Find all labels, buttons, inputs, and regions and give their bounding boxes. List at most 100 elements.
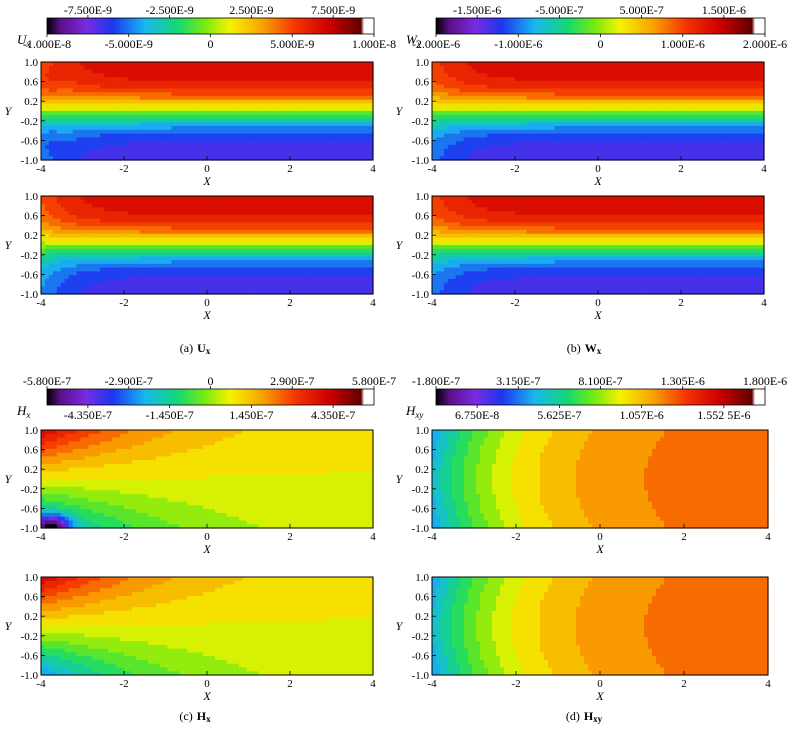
- field-cell: [365, 119, 370, 123]
- field-cell: [116, 96, 121, 100]
- field-cell: [96, 81, 101, 85]
- field-cell: [341, 145, 346, 149]
- field-cell: [108, 88, 113, 92]
- field-cell: [156, 100, 161, 104]
- field-cell: [116, 219, 121, 223]
- field-cell: [164, 137, 169, 141]
- field-cell: [65, 196, 70, 200]
- field-cell: [294, 111, 299, 115]
- field-cell: [45, 256, 50, 260]
- field-cell: [45, 152, 50, 156]
- field-cell: [203, 103, 208, 107]
- field-cell: [136, 96, 141, 100]
- field-cell: [108, 234, 113, 238]
- field-cell: [243, 85, 248, 89]
- field-cell: [116, 126, 121, 130]
- field-cell: [330, 103, 335, 107]
- field-cell: [333, 152, 338, 156]
- field-cell: [250, 73, 255, 77]
- field-cell: [148, 145, 153, 149]
- field-cell: [69, 111, 74, 115]
- field-cell: [69, 230, 74, 234]
- field-cell: [81, 152, 86, 156]
- field-cell: [223, 88, 228, 92]
- field-cell: [247, 77, 252, 81]
- field-cell: [116, 119, 121, 123]
- field-cell: [45, 134, 50, 138]
- field-cell: [247, 103, 252, 107]
- field-cell: [104, 275, 109, 279]
- field-cell: [215, 62, 220, 66]
- field-cell: [65, 211, 70, 215]
- field-cell: [69, 241, 74, 245]
- field-cell: [45, 62, 50, 66]
- field-cell: [231, 149, 236, 153]
- field-cell: [235, 100, 240, 104]
- field-cell: [223, 103, 228, 107]
- field-cell: [49, 126, 54, 130]
- field-cell: [84, 111, 89, 115]
- field-cell: [53, 73, 58, 77]
- x-tick-label: 4: [370, 163, 376, 175]
- field-cell: [349, 149, 354, 153]
- field-cell: [112, 279, 117, 283]
- field-cell: [41, 204, 46, 208]
- field-cell: [164, 119, 169, 123]
- field-cell: [73, 245, 78, 249]
- field-cell: [45, 219, 50, 223]
- field-cell: [266, 115, 271, 119]
- field-cell: [183, 81, 188, 85]
- field-cell: [330, 88, 335, 92]
- field-cell: [294, 88, 299, 92]
- field-cell: [365, 122, 370, 126]
- field-cell: [179, 115, 184, 119]
- field-cell: [136, 73, 141, 77]
- field-cell: [270, 111, 275, 115]
- field-cell: [156, 85, 161, 89]
- field-cell: [41, 85, 46, 89]
- field-cell: [81, 256, 86, 260]
- field-cell: [112, 230, 117, 234]
- field-cell: [211, 111, 216, 115]
- field-cell: [207, 115, 212, 119]
- field-cell: [175, 141, 180, 145]
- field-cell: [104, 230, 109, 234]
- field-cell: [41, 111, 46, 115]
- field-cell: [282, 152, 287, 156]
- field-cell: [286, 130, 291, 134]
- colorbar-top-label: -7.500E-9: [64, 3, 112, 17]
- field-cell: [61, 237, 66, 241]
- field-cell: [274, 62, 279, 66]
- field-cell: [124, 137, 129, 141]
- field-cell: [199, 126, 204, 130]
- field-cell: [128, 111, 133, 115]
- field-cell: [65, 283, 70, 287]
- field-cell: [96, 152, 101, 156]
- field-cell: [250, 103, 255, 107]
- field-cell: [104, 96, 109, 100]
- field-cell: [73, 279, 78, 283]
- field-cell: [337, 152, 342, 156]
- field-cell: [254, 134, 259, 138]
- field-cell: [132, 107, 137, 111]
- field-cell: [69, 137, 74, 141]
- field-cell: [96, 119, 101, 123]
- field-cell: [294, 137, 299, 141]
- field-cell: [92, 92, 97, 96]
- field-cell: [152, 141, 157, 145]
- field-cell: [160, 96, 165, 100]
- field-cell: [330, 126, 335, 130]
- field-cell: [258, 134, 263, 138]
- field-cell: [69, 268, 74, 272]
- field-cell: [65, 62, 70, 66]
- field-cell: [53, 66, 58, 70]
- field-cell: [262, 115, 267, 119]
- field-cell: [314, 119, 319, 123]
- field-cell: [215, 81, 220, 85]
- field-cell: [254, 149, 259, 153]
- field-cell: [88, 107, 93, 111]
- field-cell: [96, 103, 101, 107]
- field-cell: [88, 126, 93, 130]
- field-cell: [45, 122, 50, 126]
- field-cell: [310, 103, 315, 107]
